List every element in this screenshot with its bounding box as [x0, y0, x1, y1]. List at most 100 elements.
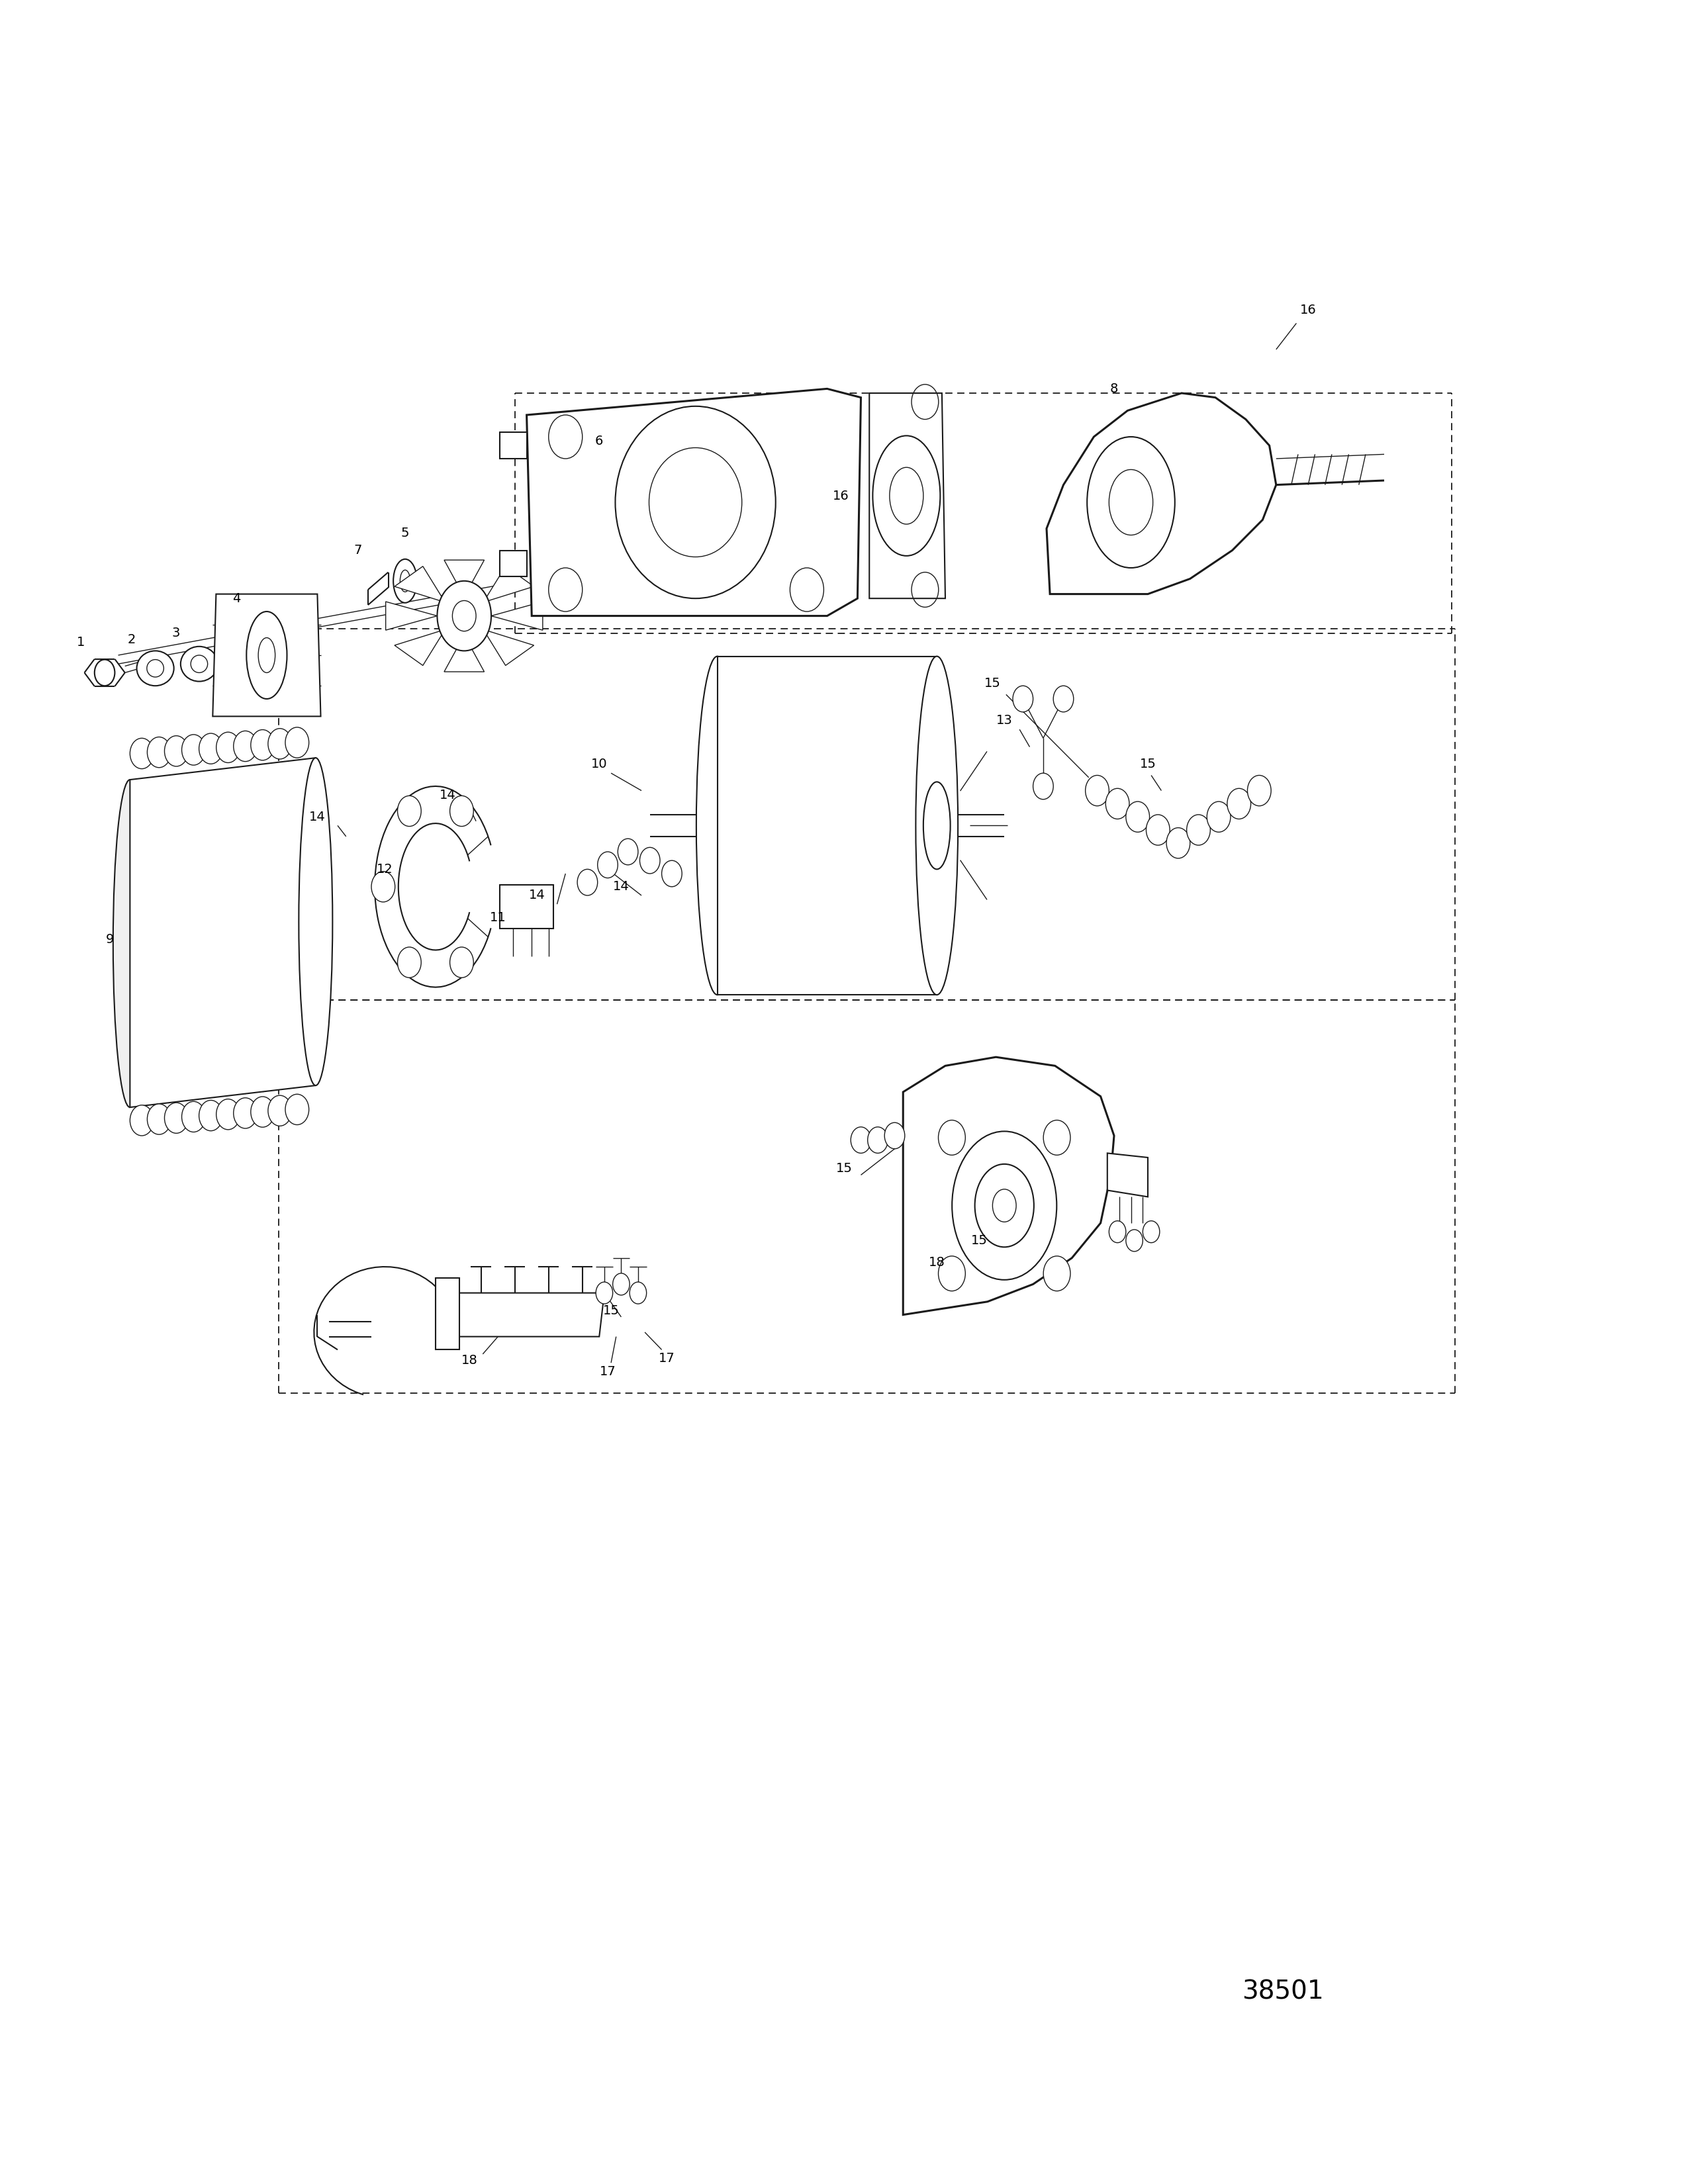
Polygon shape	[500, 885, 554, 928]
Circle shape	[216, 732, 240, 762]
Ellipse shape	[1087, 437, 1175, 568]
Circle shape	[613, 1273, 630, 1295]
Circle shape	[182, 734, 206, 764]
Polygon shape	[1107, 1153, 1148, 1197]
Polygon shape	[483, 629, 533, 666]
Text: 12: 12	[376, 863, 393, 876]
Text: 9: 9	[106, 933, 113, 946]
Polygon shape	[527, 389, 861, 616]
Polygon shape	[130, 758, 316, 1107]
Polygon shape	[436, 1278, 459, 1350]
Circle shape	[164, 736, 187, 767]
Circle shape	[216, 1099, 240, 1129]
Circle shape	[252, 729, 275, 760]
Circle shape	[618, 839, 638, 865]
Text: 1: 1	[78, 636, 84, 649]
Circle shape	[398, 795, 422, 826]
Text: 5: 5	[402, 526, 408, 539]
Circle shape	[199, 734, 223, 764]
Circle shape	[1043, 1120, 1070, 1155]
Circle shape	[1166, 828, 1190, 858]
Circle shape	[1043, 1256, 1070, 1291]
Text: 14: 14	[528, 889, 545, 902]
Circle shape	[1207, 802, 1231, 832]
Circle shape	[147, 1103, 170, 1133]
Text: 15: 15	[984, 677, 1001, 690]
Text: 8: 8	[1111, 382, 1117, 395]
Ellipse shape	[113, 780, 147, 1107]
Text: 11: 11	[490, 911, 506, 924]
Ellipse shape	[952, 1131, 1057, 1280]
Circle shape	[939, 1256, 966, 1291]
Text: 14: 14	[439, 788, 456, 802]
Circle shape	[130, 1105, 154, 1136]
Text: 7: 7	[354, 544, 361, 557]
Text: 18: 18	[928, 1256, 945, 1269]
Text: 17: 17	[599, 1365, 616, 1378]
Ellipse shape	[299, 758, 333, 1085]
Circle shape	[577, 869, 598, 895]
Circle shape	[147, 736, 170, 767]
Circle shape	[268, 729, 292, 760]
Text: 15: 15	[836, 1162, 852, 1175]
Text: 6: 6	[596, 435, 603, 448]
Polygon shape	[483, 566, 533, 603]
Circle shape	[1247, 775, 1271, 806]
Circle shape	[1033, 773, 1053, 799]
Polygon shape	[1047, 393, 1276, 594]
Text: 16: 16	[832, 489, 849, 502]
Polygon shape	[395, 629, 446, 666]
Circle shape	[1146, 815, 1170, 845]
Text: 4: 4	[233, 592, 240, 605]
Text: 15: 15	[971, 1234, 987, 1247]
Circle shape	[95, 660, 115, 686]
Circle shape	[868, 1127, 888, 1153]
Circle shape	[1126, 802, 1150, 832]
Circle shape	[398, 948, 422, 978]
Circle shape	[939, 1120, 966, 1155]
Circle shape	[1013, 686, 1033, 712]
Ellipse shape	[915, 655, 957, 996]
Polygon shape	[903, 1057, 1114, 1315]
Polygon shape	[447, 1293, 604, 1337]
Circle shape	[598, 852, 618, 878]
Circle shape	[1126, 1230, 1143, 1251]
Polygon shape	[491, 601, 544, 631]
Text: 17: 17	[658, 1352, 675, 1365]
Ellipse shape	[614, 406, 775, 598]
Circle shape	[885, 1123, 905, 1149]
Text: 15: 15	[1139, 758, 1156, 771]
Ellipse shape	[976, 1164, 1033, 1247]
Circle shape	[1143, 1221, 1160, 1243]
Polygon shape	[213, 594, 321, 716]
Text: 18: 18	[461, 1354, 478, 1367]
Ellipse shape	[873, 437, 940, 555]
Circle shape	[630, 1282, 647, 1304]
Polygon shape	[385, 601, 437, 631]
Text: 13: 13	[996, 714, 1013, 727]
Text: 10: 10	[591, 758, 608, 771]
Circle shape	[371, 871, 395, 902]
Text: 14: 14	[613, 880, 630, 893]
Circle shape	[1109, 1221, 1126, 1243]
Circle shape	[130, 738, 154, 769]
Polygon shape	[869, 393, 945, 598]
Circle shape	[452, 601, 476, 631]
Circle shape	[640, 847, 660, 874]
Polygon shape	[395, 566, 446, 603]
Circle shape	[549, 415, 582, 459]
Text: 38501: 38501	[1242, 1979, 1323, 2005]
Ellipse shape	[181, 646, 218, 681]
Circle shape	[596, 1282, 613, 1304]
Circle shape	[449, 948, 473, 978]
Circle shape	[285, 1094, 309, 1125]
Circle shape	[1227, 788, 1251, 819]
Circle shape	[233, 732, 257, 762]
Circle shape	[268, 1096, 292, 1127]
Circle shape	[285, 727, 309, 758]
Circle shape	[790, 568, 824, 612]
Polygon shape	[444, 559, 484, 596]
Circle shape	[662, 860, 682, 887]
Text: 15: 15	[603, 1304, 619, 1317]
Circle shape	[252, 1096, 275, 1127]
